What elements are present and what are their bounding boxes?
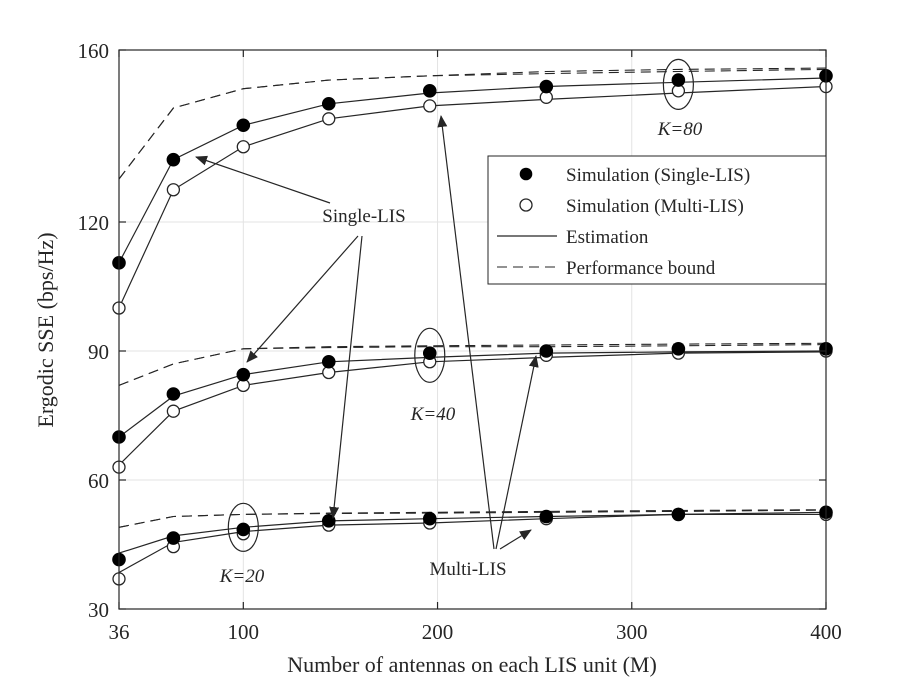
estimation-line-single-k40 [118, 350, 827, 438]
single-lis-point [422, 346, 437, 360]
axis-ticks: 36 100 200 300 400 30 60 90 120 160 [78, 39, 842, 644]
plot-markers [112, 69, 833, 586]
single-lis-point [321, 96, 336, 111]
multi-lis-arrow [437, 115, 495, 550]
estimation-line-multi-k80 [118, 85, 827, 309]
bound-line-multi-k40 [118, 344, 827, 386]
single-lis-arrow [329, 235, 363, 519]
multi-lis-point [166, 404, 181, 418]
x-tick-label: 36 [109, 620, 130, 644]
single-lis-point [539, 79, 554, 94]
bound-line-multi-k80 [118, 68, 827, 180]
single-lis-point [671, 507, 686, 522]
x-tick-label: 400 [810, 620, 842, 644]
estimation-line-single-k80 [118, 77, 827, 264]
multi-lis-label: Multi-LIS [429, 559, 506, 580]
single-lis-point [166, 531, 181, 545]
k80-label: K=80 [657, 119, 703, 140]
single-lis-point [166, 387, 181, 401]
estimation-line-multi-k20 [118, 513, 826, 574]
estimation-line-multi-k40 [118, 351, 827, 466]
legend-marker-multi [519, 198, 533, 212]
multi-lis-point [166, 183, 181, 197]
multi-lis-arrow [495, 355, 539, 550]
single-lis-point [539, 509, 554, 524]
y-tick-label: 30 [88, 598, 109, 622]
single-lis-point [539, 344, 554, 358]
x-tick-label: 300 [616, 620, 648, 644]
legend-label: Simulation (Single-LIS) [566, 165, 750, 186]
single-lis-point [166, 152, 181, 167]
k20-label: K=20 [219, 566, 265, 587]
k20-ellipse [227, 502, 259, 552]
k40-ellipse [414, 327, 446, 383]
k80-ellipse [662, 58, 694, 111]
single-lis-point [671, 342, 686, 356]
single-lis-arrow [195, 155, 331, 204]
y-tick-label: 60 [88, 469, 109, 493]
x-tick-label: 100 [228, 620, 260, 644]
annotation-arrows [195, 115, 539, 550]
single-lis-point [321, 354, 336, 369]
estimation-line-single-k20 [118, 511, 827, 554]
single-lis-label: Single-LIS [322, 206, 405, 227]
single-lis-point [236, 367, 251, 382]
legend: Simulation (Single-LIS) Simulation (Multi… [487, 155, 827, 285]
bound-line-single-k40 [118, 342, 827, 386]
y-tick-label: 90 [88, 340, 109, 364]
y-axis-label: Ergodic SSE (bps/Hz) [33, 232, 58, 427]
k40-label: K=40 [410, 404, 456, 425]
legend-box [487, 155, 827, 285]
multi-lis-point [236, 140, 250, 154]
legend-label: Estimation [566, 227, 649, 248]
single-lis-point [236, 118, 251, 133]
legend-label: Simulation (Multi-LIS) [566, 196, 744, 217]
single-lis-point [236, 522, 251, 537]
single-lis-point [422, 84, 437, 98]
y-tick-label: 160 [78, 39, 110, 63]
multi-lis-point [322, 112, 336, 126]
y-tick-label: 120 [78, 211, 110, 235]
plot-series [118, 67, 827, 574]
x-axis-label: Number of antennas on each LIS unit (M) [287, 652, 657, 677]
bound-line-multi-k20 [118, 509, 827, 528]
group-ellipses [227, 58, 694, 552]
legend-marker-single [519, 167, 533, 181]
multi-lis-point [423, 99, 437, 113]
legend-label: Performance bound [566, 258, 716, 279]
x-tick-label: 200 [422, 620, 454, 644]
single-lis-point [422, 511, 437, 526]
single-lis-arrow [246, 235, 359, 363]
single-lis-point [671, 73, 686, 87]
multi-lis-arrow [499, 529, 532, 550]
plot-frame [118, 49, 827, 610]
